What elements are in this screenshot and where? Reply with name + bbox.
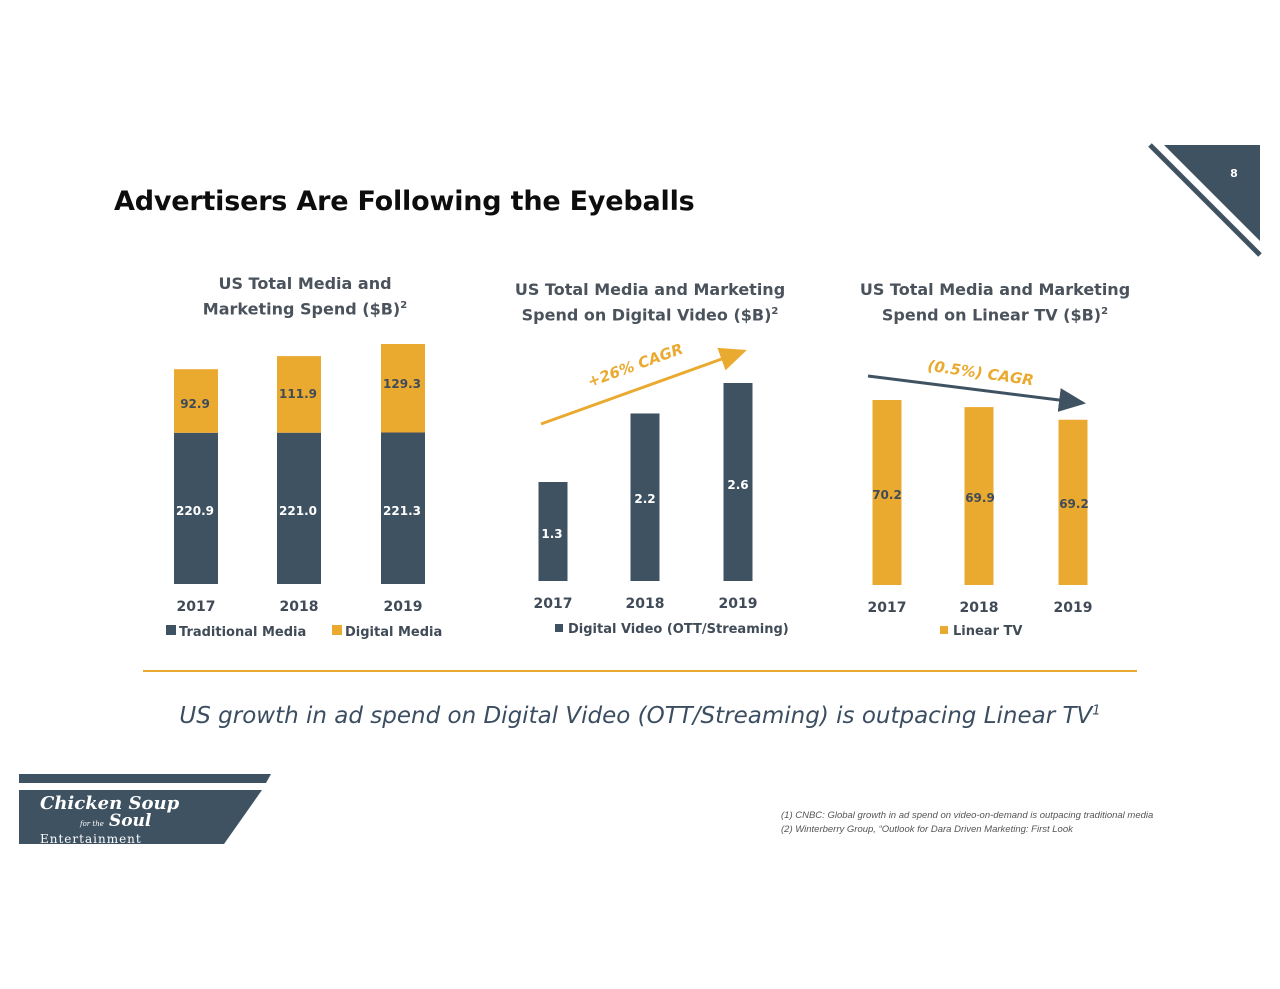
chart-title-linear-line2: Spend on Linear TV ($B): [881, 305, 1102, 325]
digital-cagr-arrow: [540, 347, 747, 426]
tagline-text: US growth in ad spend on Digital Video (…: [179, 703, 1093, 729]
bar-digital-2018: [277, 356, 321, 433]
tick-digital-2017: 2017: [534, 596, 573, 612]
logo-line2: Soul: [108, 811, 152, 831]
bar-digital-video-2019: [723, 383, 753, 581]
bar-digital-video-2017: [538, 482, 568, 581]
logo-small: for the: [80, 820, 104, 828]
label-digital-2019: 129.3: [383, 377, 421, 391]
legend-label-digital: Digital Media: [345, 625, 442, 640]
logo-line1: Chicken Soup: [40, 793, 180, 814]
chart-title-digital-line2: Spend on Digital Video ($B): [521, 305, 772, 325]
chart-linear-tv: 70.2 2017 69.9 2018 69.2 2019 Linear TV: [868, 400, 1093, 639]
bar-linear-tv-2019: [1058, 419, 1088, 585]
tick-linear-2018: 2018: [960, 600, 999, 616]
page-title: Advertisers Are Following the Eyeballs: [114, 186, 695, 217]
legend-swatch-linear-tv: [940, 626, 948, 634]
tick-total-2017: 2017: [177, 599, 216, 615]
chart-digital-video: 1.3 2017 2.2 2018 2.6 2019 Digital Video (OTT/…: [534, 383, 789, 637]
bar-traditional-2019: [381, 432, 425, 584]
footnote-2: (2) Winterberry Group, “Outlook for Dara…: [781, 824, 1073, 835]
label-digital-video-2017: 1.3: [541, 527, 562, 541]
tick-linear-2017: 2017: [868, 600, 907, 616]
legend-label-linear-tv: Linear TV: [953, 624, 1022, 639]
chart-title-linear: US Total Media and Marketing Spend on Li…: [835, 279, 1155, 326]
label-traditional-2019: 221.3: [383, 504, 421, 518]
bar-linear-tv-2018: [964, 407, 994, 585]
label-linear-tv-2017: 70.2: [872, 488, 902, 502]
label-traditional-2018: 221.0: [279, 504, 317, 518]
logo-line3: Entertainment: [40, 832, 142, 846]
legend-swatch-traditional: [166, 625, 176, 635]
corner-decoration: [1148, 143, 1262, 257]
chart-title-digital-line1: US Total Media and Marketing: [514, 280, 786, 299]
bar-linear-tv-2017: [872, 400, 902, 585]
tick-linear-2019: 2019: [1054, 600, 1093, 616]
chart-title-linear-sup: 2: [1101, 306, 1109, 317]
footnote-1: (1) CNBC: Global growth in ad spend on v…: [781, 810, 1154, 821]
digital-cagr-label: +26% CAGR: [585, 340, 685, 391]
tick-total-2019: 2019: [384, 599, 423, 615]
label-digital-2017: 92.9: [180, 397, 210, 411]
label-digital-2018: 111.9: [279, 387, 317, 401]
legend-swatch-digital: [332, 625, 342, 635]
chart-title-total-line2: Marketing Spend ($B): [202, 299, 401, 319]
bar-digital-2019: [381, 344, 425, 433]
chart-title-digital: US Total Media and Marketing Spend on Di…: [490, 279, 810, 326]
tick-digital-2018: 2018: [626, 596, 665, 612]
logo-band: [19, 774, 271, 844]
tagline: US growth in ad spend on Digital Video (…: [0, 703, 1280, 729]
label-traditional-2017: 220.9: [176, 504, 214, 518]
bar-traditional-2018: [277, 432, 321, 584]
linear-cagr-arrow: [867, 374, 1086, 412]
bar-traditional-2017: [174, 432, 218, 584]
chart-title-total-sup: 2: [400, 300, 408, 311]
bar-digital-video-2018: [630, 413, 660, 581]
chart-total-spend: 220.9 92.9 2017 221.0 111.9 2018 221.3 129.3 201…: [166, 344, 442, 640]
chart-title-total-line1: US Total Media and: [218, 274, 392, 293]
page-number: 8: [1230, 167, 1238, 180]
divider-line: [143, 670, 1137, 672]
legend-swatch-digital-video: [555, 624, 563, 632]
tagline-sup: 1: [1092, 703, 1101, 719]
tick-total-2018: 2018: [280, 599, 319, 615]
tick-digital-2019: 2019: [719, 596, 758, 612]
chart-title-digital-sup: 2: [771, 306, 779, 317]
label-linear-tv-2019: 69.2: [1059, 497, 1089, 511]
legend-label-traditional: Traditional Media: [179, 625, 306, 640]
chart-title-linear-line1: US Total Media and Marketing: [859, 280, 1131, 299]
charts-canvas: 220.9 92.9 2017 221.0 111.9 2018 221.3 129.3 201…: [166, 340, 1093, 640]
legend-label-digital-video: Digital Video (OTT/Streaming): [568, 622, 789, 637]
label-linear-tv-2018: 69.9: [965, 491, 995, 505]
label-digital-video-2018: 2.2: [634, 492, 655, 506]
label-digital-video-2019: 2.6: [727, 478, 748, 492]
chart-title-total: US Total Media and Marketing Spend ($B)2: [160, 273, 450, 320]
logo: Chicken Soup for the Soul Entertainment: [40, 793, 180, 847]
bar-digital-2017: [174, 369, 218, 433]
